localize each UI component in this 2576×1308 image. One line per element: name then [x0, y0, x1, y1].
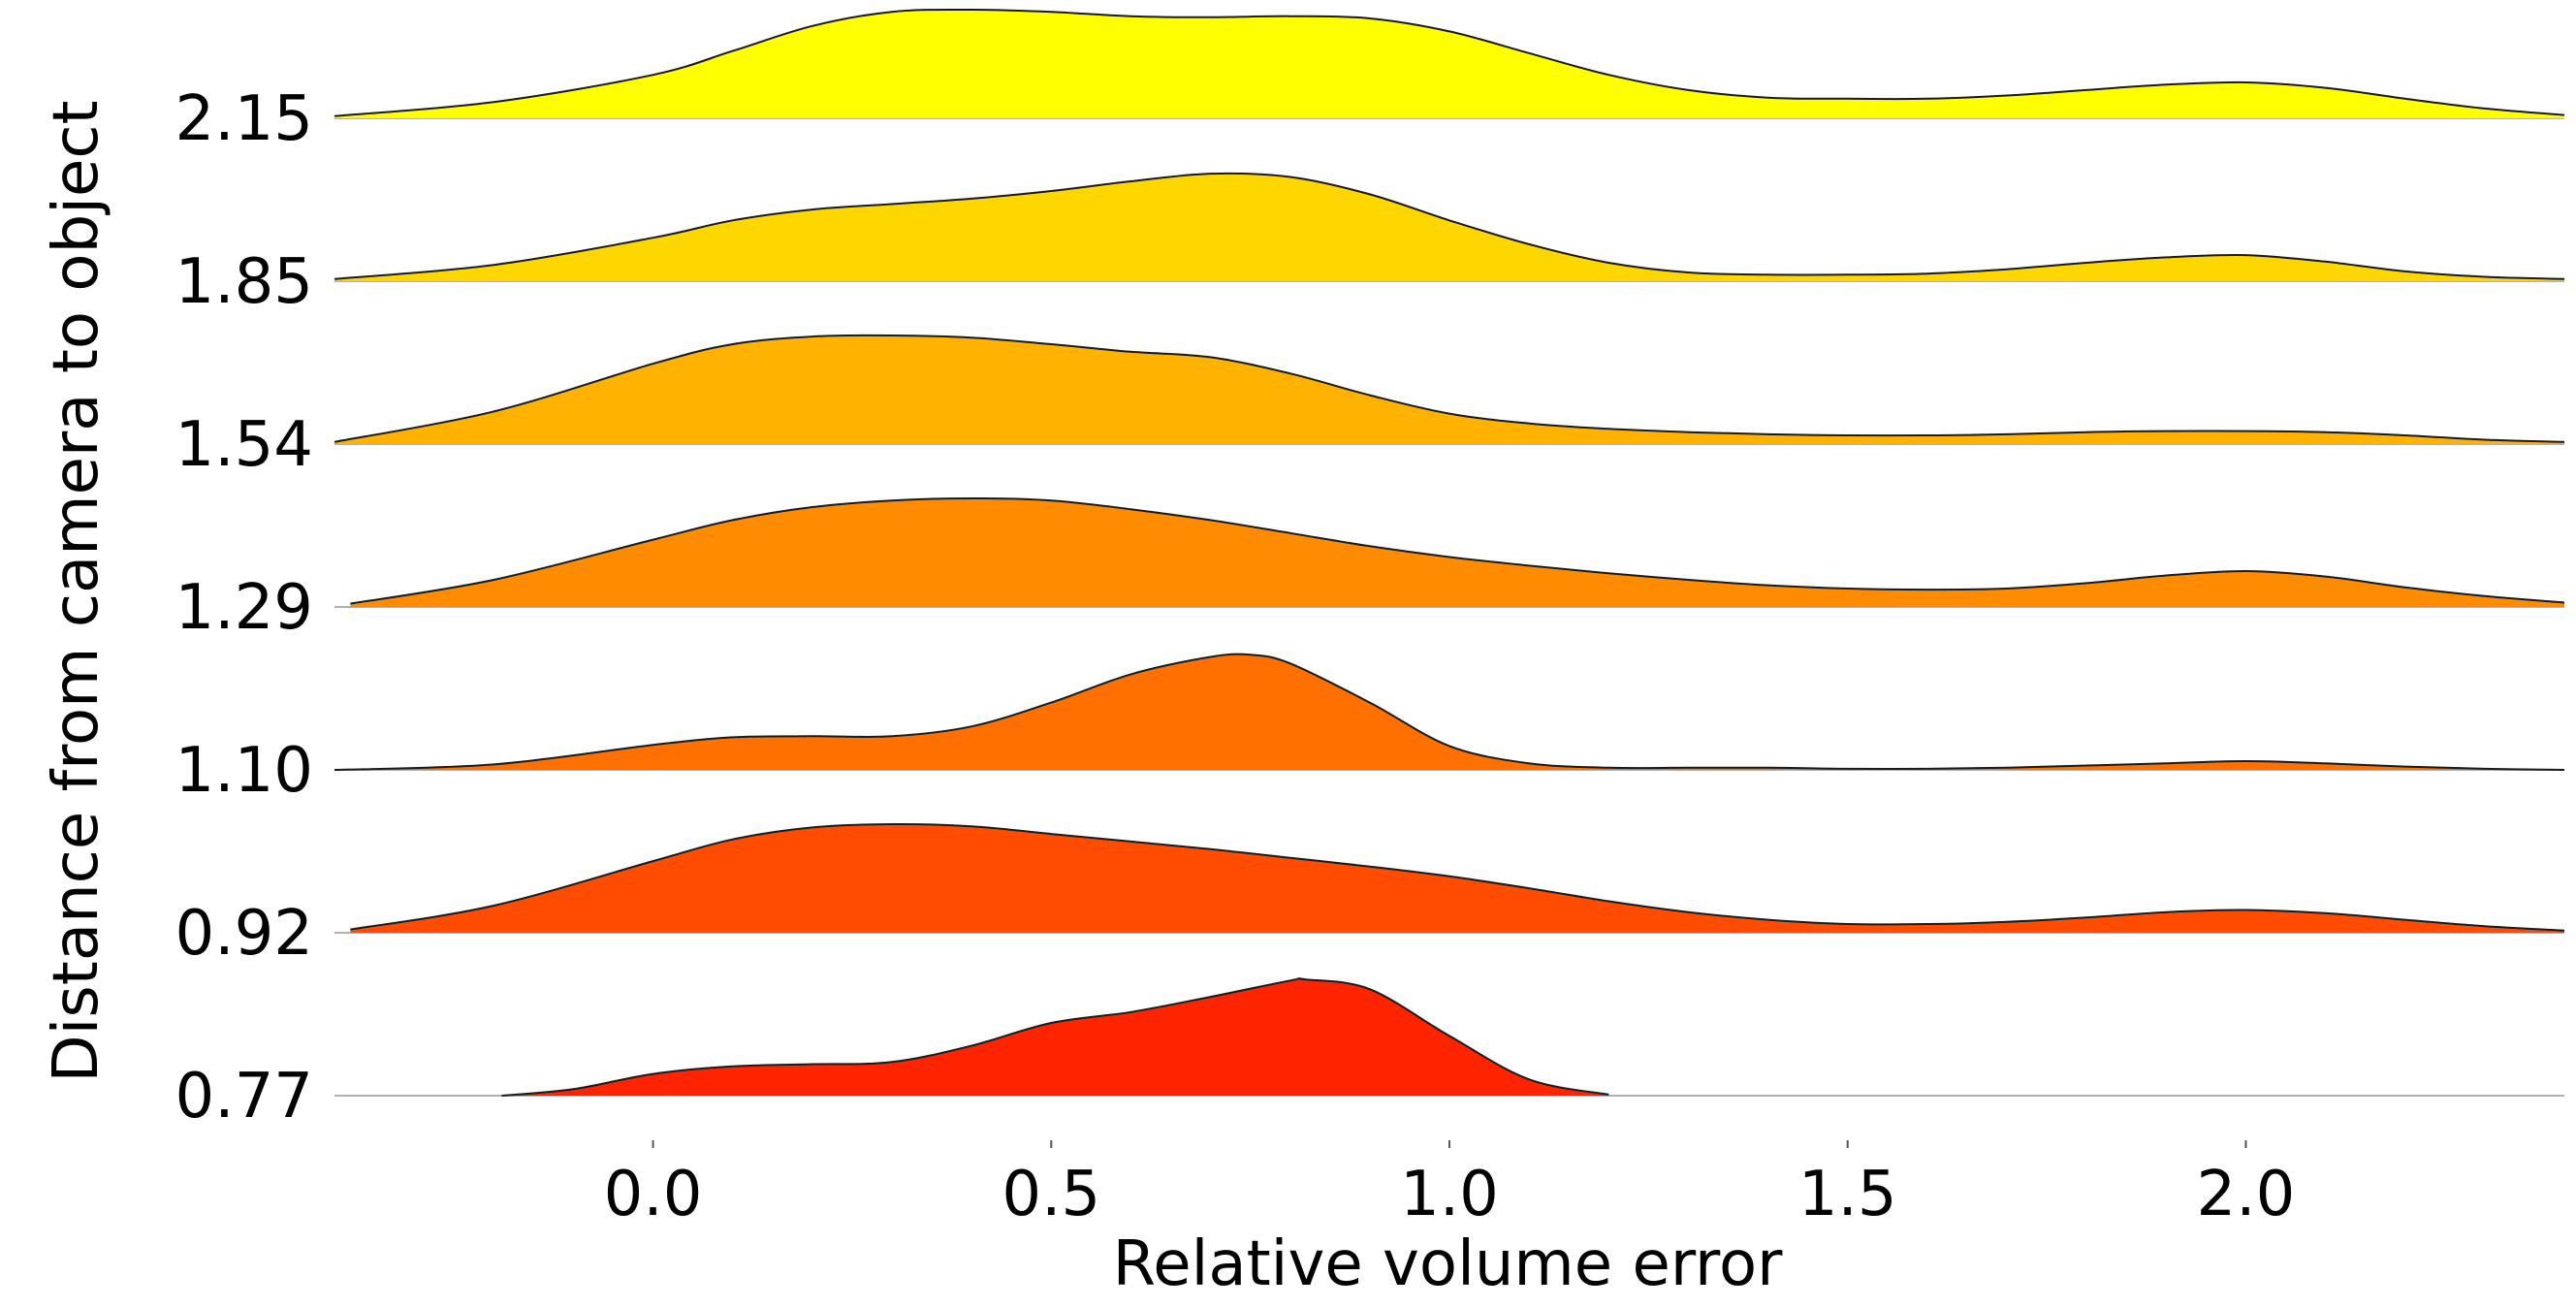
ridge-outline	[501, 977, 1609, 1097]
ridge-area	[334, 335, 2564, 444]
x-axis: 0.0 0.5 1.0 1.5 2.0	[604, 1140, 2296, 1230]
ridge-area	[501, 978, 1609, 1096]
x-tick-label: 0.0	[604, 1159, 703, 1230]
x-tick-label: 0.5	[1002, 1159, 1100, 1230]
ridge-0-77	[334, 977, 2564, 1097]
ridge-area	[334, 9, 2564, 119]
ridge-2-15	[334, 8, 2565, 119]
y-tick-labels: 2.15 1.85 1.54 1.29 1.10 0.92 0.77	[175, 83, 314, 1133]
x-tick-label: 1.0	[1400, 1159, 1499, 1230]
ridge-outline	[334, 334, 2565, 443]
x-tick-label: 1.5	[1798, 1159, 1897, 1230]
y-axis-title: Distance from camera to object	[41, 100, 112, 1082]
y-tick-label: 1.10	[175, 735, 314, 807]
y-tick-label: 1.85	[175, 246, 314, 318]
x-axis-title: Relative volume error	[1113, 1228, 1784, 1300]
x-tick-label: 2.0	[2197, 1159, 2296, 1230]
ridge-area	[334, 654, 2564, 770]
ridges-group	[334, 8, 2565, 1097]
ridge-1-10	[334, 653, 2565, 771]
y-tick-label: 2.15	[175, 83, 314, 155]
ridge-outline	[350, 496, 2565, 605]
ridge-outline	[334, 8, 2565, 117]
ridge-area	[350, 823, 2565, 933]
ridge-outline	[334, 653, 2565, 771]
ridge-1-54	[334, 334, 2565, 445]
y-tick-label: 1.54	[175, 409, 314, 481]
ridge-area	[350, 498, 2565, 607]
y-tick-label: 0.77	[175, 1061, 314, 1133]
ridge-outline	[334, 172, 2565, 280]
ridge-area	[334, 173, 2564, 281]
ridge-0-92	[334, 822, 2565, 934]
ridge-1-85	[334, 172, 2565, 282]
y-tick-label: 1.29	[175, 572, 314, 644]
ridge-outline	[350, 822, 2565, 932]
ridge-1-29	[334, 496, 2565, 608]
y-tick-label: 0.92	[175, 898, 314, 970]
